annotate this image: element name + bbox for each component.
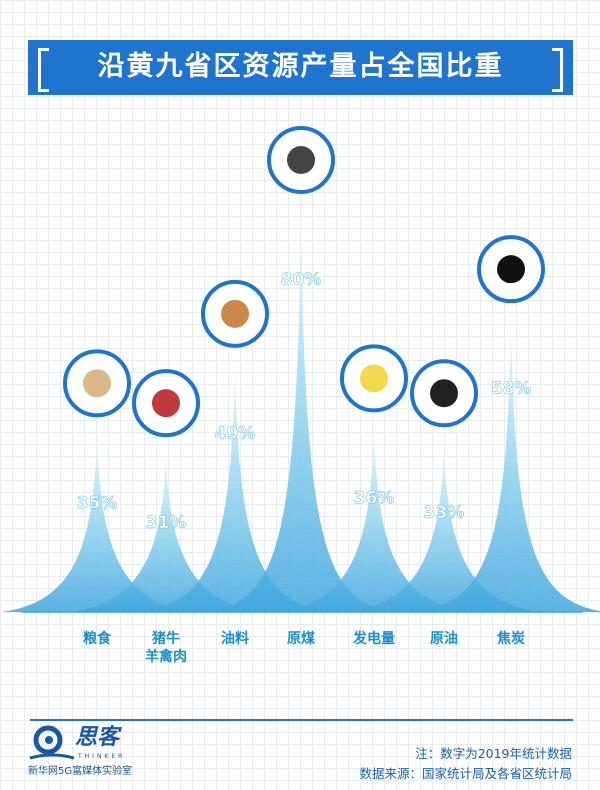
peak-chart: 35% 31% 49% 80% 36% 33% 58% [2, 126, 600, 613]
title-banner: 沿黄九省区资源产量占全国比重 [28, 40, 573, 95]
footer-divider [30, 719, 573, 721]
source-text: 数据来源：国家统计局及各省区统计局 [359, 766, 572, 781]
coke-briquette-icon [497, 255, 525, 284]
value-label: 36% [354, 488, 395, 508]
peak-6 [416, 324, 600, 612]
peak-1 [71, 458, 261, 612]
logo-english: THINKER [78, 753, 126, 760]
logo-text: 思客 [75, 724, 120, 750]
grain-sack-icon [83, 369, 111, 398]
value-label: 33% [424, 503, 465, 523]
logo-swirl-icon [29, 725, 75, 760]
oil-barrel-icon [430, 379, 458, 408]
category-label: 原油 [430, 631, 458, 647]
category-label: 猪牛 羊禽肉 [145, 631, 187, 665]
value-label: 80% [281, 270, 322, 290]
light-bulb-icon [360, 364, 388, 393]
meat-icon [152, 389, 180, 418]
peak-3 [206, 215, 396, 612]
category-label: 发电量 [353, 631, 395, 647]
coal-cart-icon [287, 146, 315, 174]
category-label: 原煤 [287, 631, 315, 647]
page-title: 沿黄九省区资源产量占全国比重 [97, 51, 504, 82]
footnote: 注：数字为2019年统计数据 数据来源：国家统计局及各省区统计局 [359, 744, 572, 784]
peak-5 [349, 448, 539, 612]
note-text: 注：数字为2019年统计数据 [415, 746, 572, 761]
right-bracket [552, 48, 563, 92]
value-label: 31% [146, 513, 187, 533]
category-label: 焦炭 [497, 631, 525, 647]
value-label: 58% [491, 379, 532, 399]
peak-0 [2, 438, 192, 612]
peanut-icon [221, 299, 249, 328]
value-label: 35% [77, 493, 118, 513]
logo-subtitle: 新华网5G富媒体实验室 [28, 766, 133, 777]
logo: 思客 THINKER 新华网5G富媒体实验室 [28, 724, 178, 784]
category-label: 油料 [221, 631, 249, 647]
left-bracket [38, 48, 49, 92]
value-label: 49% [215, 424, 256, 444]
peak-2 [140, 368, 330, 612]
peak-4 [279, 433, 469, 612]
category-label: 粮食 [83, 631, 111, 647]
